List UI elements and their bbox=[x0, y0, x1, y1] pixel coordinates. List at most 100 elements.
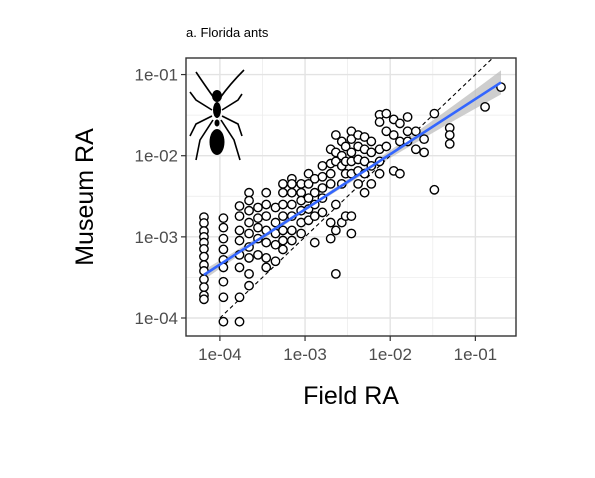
y-tick-label: 1e-02 bbox=[135, 147, 178, 166]
data-point bbox=[395, 118, 405, 129]
y-tick-label: 1e-03 bbox=[135, 228, 178, 247]
data-point bbox=[253, 222, 263, 233]
data-point bbox=[325, 233, 336, 244]
x-tick-label: 1e-04 bbox=[198, 345, 241, 364]
data-point bbox=[270, 217, 281, 228]
data-point bbox=[278, 235, 288, 246]
data-point bbox=[199, 294, 209, 305]
chart-title: a. Florida ants bbox=[186, 25, 269, 40]
y-tick-label: 1e-04 bbox=[135, 309, 178, 328]
data-point bbox=[366, 178, 377, 189]
data-point bbox=[429, 108, 440, 119]
data-point bbox=[480, 101, 490, 112]
data-point bbox=[261, 253, 272, 263]
data-point bbox=[330, 130, 341, 140]
data-point bbox=[381, 126, 392, 137]
data-point bbox=[381, 108, 392, 119]
data-point bbox=[286, 178, 297, 189]
data-point bbox=[303, 168, 314, 179]
regression-fit-line bbox=[203, 81, 502, 276]
data-point bbox=[340, 141, 351, 152]
data-point bbox=[199, 274, 209, 285]
ant-icon bbox=[189, 69, 245, 161]
one-to-one-reference-line bbox=[219, 58, 494, 319]
data-point bbox=[325, 217, 336, 228]
data-point bbox=[253, 249, 263, 260]
data-point bbox=[261, 262, 272, 273]
data-point bbox=[199, 251, 209, 262]
data-point bbox=[278, 225, 288, 236]
data-point bbox=[317, 183, 328, 193]
data-point bbox=[296, 228, 307, 239]
data-point bbox=[330, 225, 341, 236]
data-point bbox=[296, 187, 307, 198]
data-point bbox=[218, 316, 229, 327]
data-point bbox=[330, 199, 341, 210]
data-point bbox=[244, 217, 254, 228]
data-point bbox=[374, 168, 385, 179]
plot-border bbox=[185, 57, 517, 337]
data-point bbox=[218, 213, 229, 224]
data-point bbox=[359, 132, 370, 142]
data-point bbox=[303, 193, 314, 204]
data-point bbox=[359, 187, 370, 198]
data-point bbox=[381, 141, 392, 152]
data-point bbox=[278, 199, 288, 210]
data-point bbox=[309, 187, 320, 198]
data-point bbox=[261, 187, 272, 198]
data-point bbox=[402, 126, 413, 137]
data-point bbox=[366, 147, 377, 158]
data-point bbox=[317, 171, 328, 182]
data-point bbox=[374, 117, 385, 127]
data-point bbox=[218, 222, 229, 233]
data-point bbox=[244, 195, 254, 206]
x-tick-label: 1e-03 bbox=[283, 345, 326, 364]
data-point bbox=[218, 244, 229, 255]
data-point bbox=[234, 316, 245, 327]
data-point bbox=[303, 178, 314, 189]
data-point bbox=[244, 205, 254, 216]
data-point bbox=[278, 178, 288, 189]
data-point bbox=[410, 126, 421, 137]
data-point bbox=[286, 199, 297, 210]
data-point bbox=[346, 211, 357, 222]
x-axis-title: Field RA bbox=[303, 382, 399, 410]
y-tick-labels: 1e-04 1e-03 1e-02 1e-01 bbox=[135, 66, 178, 328]
data-point bbox=[444, 138, 455, 149]
data-point bbox=[395, 168, 405, 179]
data-point bbox=[325, 178, 336, 189]
data-point bbox=[244, 187, 254, 198]
data-point bbox=[261, 199, 272, 210]
data-point bbox=[278, 211, 288, 222]
data-point bbox=[286, 235, 297, 246]
data-point bbox=[330, 268, 341, 279]
data-point bbox=[218, 276, 229, 287]
data-point bbox=[234, 201, 245, 211]
data-point bbox=[218, 233, 229, 244]
data-point bbox=[444, 130, 455, 140]
x-tick-label: 1e-02 bbox=[368, 345, 411, 364]
data-point bbox=[317, 207, 328, 218]
reference-line bbox=[219, 58, 494, 319]
data-point bbox=[244, 253, 254, 263]
y-tick-label: 1e-01 bbox=[135, 66, 178, 85]
data-point bbox=[402, 112, 413, 122]
data-point bbox=[410, 144, 421, 155]
data-point bbox=[278, 244, 288, 255]
data-point bbox=[429, 184, 440, 195]
data-point bbox=[309, 211, 320, 222]
data-point bbox=[253, 202, 263, 213]
data-point bbox=[244, 268, 254, 279]
axis-ticks bbox=[181, 73, 476, 341]
x-tick-label: 1e-01 bbox=[454, 345, 497, 364]
data-point bbox=[359, 156, 370, 167]
data-point bbox=[419, 134, 429, 145]
data-point bbox=[261, 237, 272, 248]
data-point bbox=[270, 256, 281, 267]
data-point bbox=[234, 235, 245, 246]
data-point bbox=[244, 280, 254, 291]
data-point bbox=[278, 187, 288, 198]
data-point bbox=[286, 187, 297, 198]
data-point bbox=[317, 160, 328, 171]
